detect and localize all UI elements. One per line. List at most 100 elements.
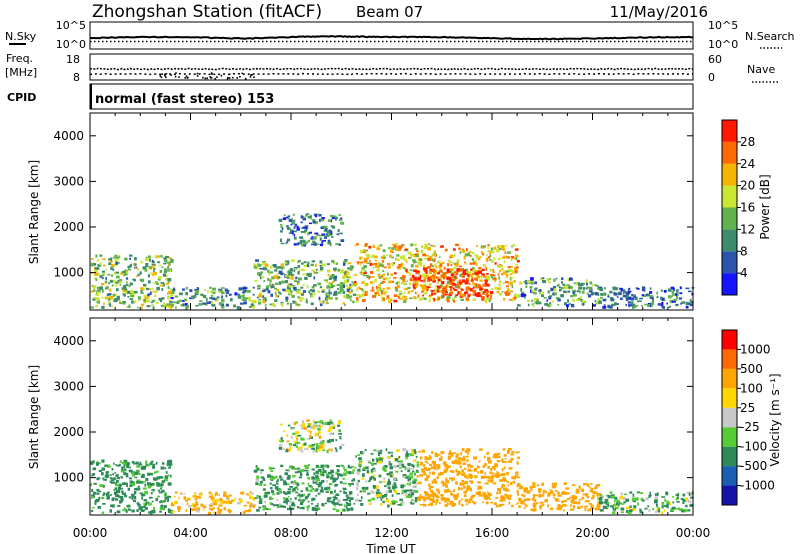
echo-cell (561, 500, 565, 504)
echo-cell (443, 266, 446, 270)
echo-cell (625, 506, 630, 510)
echo-cell (126, 277, 129, 280)
echo-cell (359, 256, 362, 260)
colorbar-tick-label: -500 (740, 459, 767, 473)
echo-cell (449, 256, 452, 259)
echo-cell (427, 247, 432, 251)
echo-cell (169, 300, 173, 304)
echo-cell (685, 497, 688, 501)
echo-cell (167, 265, 169, 269)
colorbar-tick-label: -25 (740, 420, 760, 434)
echo-cell (370, 289, 374, 292)
echo-cell (602, 292, 606, 296)
echo-cell (136, 509, 139, 512)
echo-cell (261, 498, 263, 501)
echo-cell (198, 302, 203, 306)
echo-cell (541, 504, 545, 507)
echo-cell (174, 500, 178, 505)
echo-cell (460, 487, 463, 491)
echo-cell (352, 283, 355, 285)
echo-cell (311, 444, 315, 447)
echo-cell (557, 494, 562, 497)
echo-cell (402, 278, 405, 282)
echo-cell (191, 295, 195, 298)
echo-cell (319, 470, 323, 474)
echo-cell (688, 290, 692, 293)
echo-cell (489, 460, 492, 464)
echo-cell (466, 248, 468, 252)
echo-cell (292, 213, 295, 216)
echo-cell (506, 293, 510, 296)
echo-cell (524, 279, 528, 283)
echo-cell (150, 484, 153, 487)
echo-cell (455, 455, 459, 459)
echo-cell (409, 269, 412, 272)
echo-cell (566, 498, 571, 500)
echo-cell (388, 489, 391, 493)
echo-cell (202, 508, 205, 511)
echo-cell (343, 504, 346, 508)
echo-cell (276, 492, 280, 495)
echo-cell (544, 303, 549, 306)
echo-cell (124, 288, 128, 291)
echo-cell (450, 281, 455, 284)
echo-cell (386, 472, 390, 476)
echo-cell (324, 464, 327, 468)
echo-cell (264, 288, 267, 291)
echo-cell (242, 297, 247, 300)
echo-cell (471, 276, 474, 280)
echo-cell (120, 497, 124, 502)
echo-cell (91, 474, 94, 477)
echo-cell (126, 482, 128, 486)
echo-cell (268, 466, 272, 470)
echo-cell (479, 256, 482, 258)
echo-cell (405, 268, 408, 273)
echo-cell (550, 490, 553, 494)
echo-cell (685, 301, 689, 306)
echo-cell (480, 251, 483, 254)
echo-cell (165, 278, 169, 281)
echo-cell (539, 301, 542, 305)
echo-cell (498, 283, 501, 287)
echo-cell (560, 294, 564, 298)
echo-cell (168, 290, 172, 294)
echo-cell (364, 243, 368, 247)
echo-cell (389, 298, 393, 301)
echo-cell (325, 473, 329, 476)
echo-cell (328, 448, 331, 452)
echo-cell (511, 451, 515, 453)
echo-cell (641, 288, 646, 292)
echo-cell (300, 438, 305, 441)
echo-cell (517, 456, 520, 460)
echo-cell (364, 293, 368, 296)
echo-cell (311, 468, 315, 471)
echo-cell (654, 496, 659, 499)
echo-cell (636, 288, 640, 290)
echo-cell (102, 494, 104, 496)
echo-cell (327, 471, 332, 475)
echo-cell (582, 303, 585, 306)
echo-cell (319, 218, 321, 223)
freq-scatter-dot (244, 77, 247, 80)
echo-cell (632, 493, 635, 497)
echo-cell (125, 283, 129, 286)
echo-cell (164, 492, 167, 496)
echo-cell (599, 509, 604, 512)
echo-cell (302, 290, 306, 293)
freq-scatter-dot (165, 73, 168, 75)
echo-cell (527, 498, 530, 501)
echo-cell (126, 462, 130, 465)
echo-cell (115, 288, 119, 292)
echo-cell (123, 507, 126, 511)
echo-cell (553, 278, 556, 282)
echo-cell (501, 268, 504, 271)
echo-cell (331, 259, 335, 263)
echo-cell (443, 500, 447, 503)
echo-cell (461, 276, 464, 278)
echo-cell (151, 489, 155, 491)
echo-cell (154, 294, 157, 297)
echo-cell (132, 474, 135, 477)
echo-cell (348, 287, 351, 290)
echo-cell (144, 269, 148, 272)
echo-cell (248, 508, 251, 513)
